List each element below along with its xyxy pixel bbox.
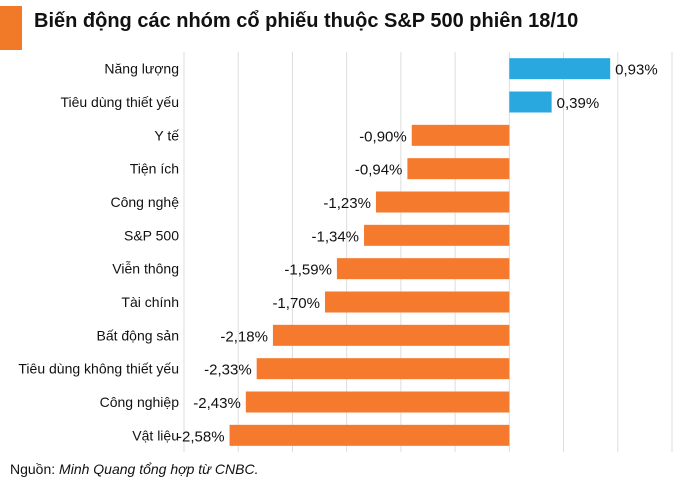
- bar-11: [229, 424, 510, 446]
- bar-3: [407, 158, 510, 180]
- data-label: 0,39%: [557, 95, 600, 112]
- category-label: Y tế: [154, 127, 179, 143]
- bar-0: [509, 58, 611, 80]
- data-label: 0,93%: [615, 62, 658, 79]
- category-label: Vật liệu: [132, 427, 179, 443]
- category-label: Công nghiệp: [100, 394, 180, 410]
- data-label: -0,94%: [355, 162, 403, 179]
- bar-2: [411, 124, 510, 146]
- category-label: Công nghệ: [110, 194, 179, 210]
- category-label: Tiêu dùng thiết yếu: [60, 94, 179, 110]
- data-label: -1,34%: [311, 228, 359, 245]
- category-label: S&P 500: [124, 227, 179, 243]
- source-text: Minh Quang tổng hợp từ CNBC.: [59, 461, 259, 477]
- data-label: -1,70%: [272, 295, 320, 312]
- data-label: -2,43%: [193, 395, 241, 412]
- bar-4: [375, 191, 510, 213]
- data-label: -1,59%: [284, 262, 332, 279]
- bar-6: [336, 258, 510, 280]
- data-label: -2,33%: [204, 362, 252, 379]
- chart-title: Biến động các nhóm cổ phiếu thuộc S&P 50…: [34, 10, 579, 32]
- category-label: Bất động sản: [96, 327, 179, 343]
- title-accent-bar: [0, 6, 22, 50]
- bar-8: [272, 324, 510, 346]
- category-label: Năng lượng: [104, 61, 179, 77]
- source-note: Nguồn: Minh Quang tổng hợp từ CNBC.: [10, 461, 258, 477]
- data-label: -1,23%: [323, 195, 371, 212]
- data-label: -2,18%: [220, 328, 268, 345]
- data-label: -2,58%: [177, 428, 225, 445]
- category-label: Tiện ích: [130, 161, 179, 177]
- bar-9: [256, 358, 510, 380]
- bar-7: [324, 291, 510, 313]
- bar-5: [364, 224, 510, 246]
- bar-10: [245, 391, 510, 413]
- data-label: -0,90%: [359, 128, 407, 145]
- category-label: Tiêu dùng không thiết yếu: [18, 361, 179, 377]
- category-label: Viễn thông: [112, 261, 179, 277]
- category-label: Tài chính: [121, 294, 179, 310]
- source-label: Nguồn:: [10, 461, 56, 477]
- bar-1: [509, 91, 552, 113]
